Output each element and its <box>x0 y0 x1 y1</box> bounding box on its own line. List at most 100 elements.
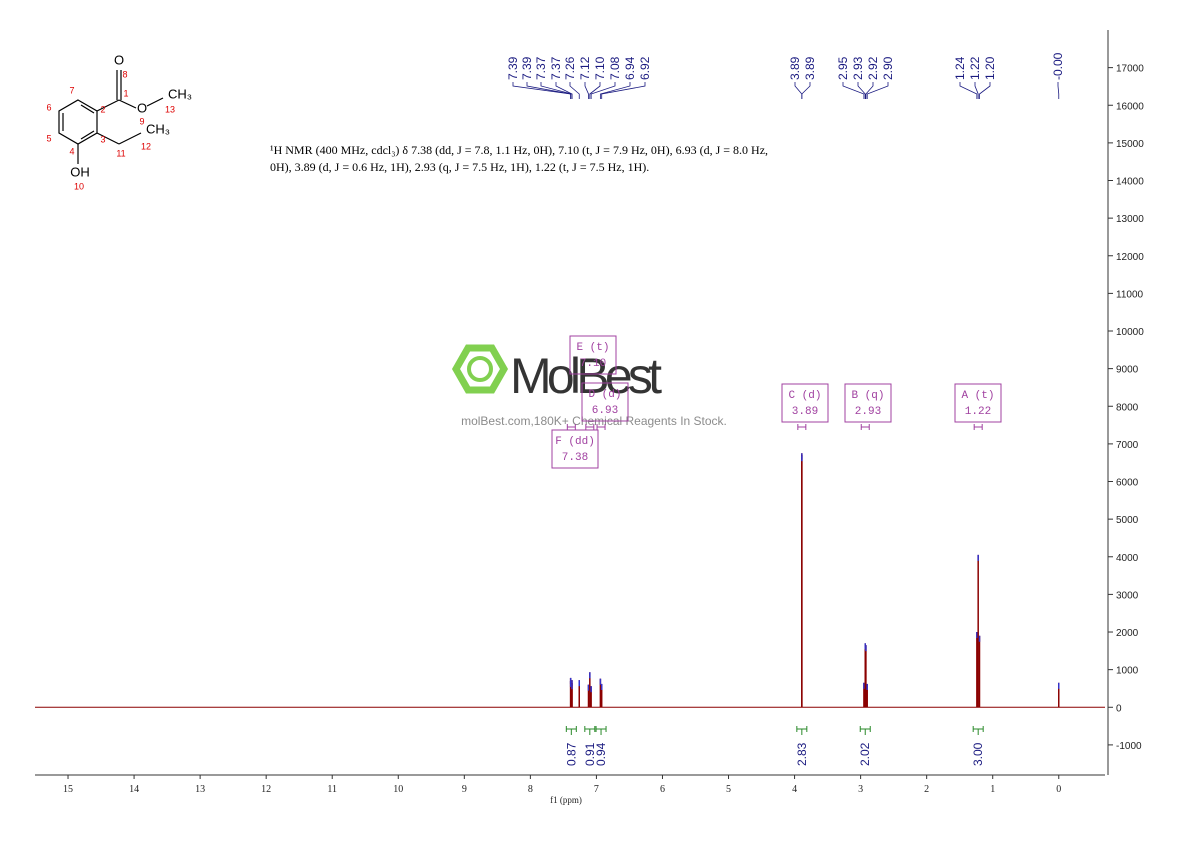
x-tick-label: 8 <box>528 784 533 795</box>
multiplet-shift: 3.89 <box>792 406 818 418</box>
peak-connector <box>794 82 803 99</box>
atom-number: 2 <box>100 104 105 114</box>
peak-connector <box>865 82 874 99</box>
y-tick-label: 12000 <box>1116 252 1144 263</box>
multiplet-marker <box>566 424 576 430</box>
peak-label: 3.89 <box>803 56 817 80</box>
peak-connector <box>526 82 572 99</box>
atom: O <box>137 100 147 115</box>
atom-number: 7 <box>69 85 74 95</box>
x-tick-label: 7 <box>594 784 599 795</box>
x-tick-label: 11 <box>327 784 337 795</box>
integral-label: 0.94 <box>594 742 608 766</box>
bond <box>96 99 120 112</box>
y-tick-label: 8000 <box>1116 402 1139 413</box>
peak-label: 1.20 <box>983 56 997 80</box>
peak-label: 2.93 <box>851 56 865 80</box>
x-tick-label: 6 <box>660 784 665 795</box>
peak-label: 7.37 <box>534 56 548 80</box>
integral-label: 2.83 <box>795 742 809 766</box>
ring <box>58 99 98 145</box>
watermark: MolBest molBest.com,180K+ Chemical Reage… <box>451 344 727 428</box>
multiplet-shift: 2.93 <box>855 406 881 418</box>
x-tick-label: 1 <box>990 784 995 795</box>
bond <box>118 99 137 109</box>
atom-number: 11 <box>116 148 125 158</box>
y-tick-label: 7000 <box>1116 440 1139 451</box>
y-tick-label: 11000 <box>1116 289 1144 300</box>
bond <box>96 132 120 145</box>
y-tick-label: 15000 <box>1116 139 1144 150</box>
multiplet-shift: 6.93 <box>592 405 618 417</box>
description: 0H), 3.89 (d, J = 0.6 Hz, 1H), 2.93 (q, … <box>270 160 649 174</box>
integral <box>972 726 984 735</box>
x-axis-label: f1 (ppm) <box>550 795 582 805</box>
integral-label: 0.87 <box>564 742 578 766</box>
logo-icon <box>467 356 493 382</box>
y-tick-label: 2000 <box>1116 628 1139 639</box>
multiplet-box <box>781 383 829 423</box>
peak-connector <box>512 82 572 99</box>
peak-label: 2.95 <box>836 56 850 80</box>
y-tick-label: 9000 <box>1116 365 1139 376</box>
y-tick-label: 10000 <box>1116 327 1144 338</box>
x-tick-label: 3 <box>858 784 863 795</box>
y-tick-label: 16000 <box>1116 101 1144 112</box>
description: ¹H NMR (400 MHz, cdcl₃) δ 7.38 (dd, J = … <box>270 143 768 157</box>
peak-label: 7.37 <box>549 56 563 80</box>
watermark-logo: MolBest <box>510 348 662 404</box>
peak-connector <box>589 82 601 99</box>
peak-connector <box>1057 82 1060 99</box>
y-tick-label: 6000 <box>1116 478 1139 489</box>
atom-number: 13 <box>165 104 175 114</box>
peak-label: 7.10 <box>593 56 607 80</box>
x-tick-label: 2 <box>924 784 929 795</box>
peak-label: 1.24 <box>953 56 967 80</box>
peak-label: 2.92 <box>866 56 880 80</box>
multiplet-label: E (t) <box>576 342 609 354</box>
atom-number: 10 <box>74 181 84 191</box>
integral-label: 0.91 <box>583 742 597 766</box>
integral <box>796 726 808 735</box>
multiplet-box <box>569 335 617 375</box>
multiplet-label: F (dd) <box>555 436 595 448</box>
multiplet-label: A (t) <box>961 390 994 402</box>
x-tick-label: 12 <box>261 784 271 795</box>
multiplet-marker <box>973 424 983 430</box>
atom-number: 9 <box>139 116 144 126</box>
atom-number: 6 <box>46 102 51 112</box>
atom: OH <box>70 164 90 179</box>
integral <box>859 726 871 735</box>
multiplet-shift: 1.22 <box>965 406 991 418</box>
bond <box>80 104 95 114</box>
atom: O <box>114 52 124 67</box>
integral-label: 2.02 <box>858 742 872 766</box>
multiplet-marker <box>585 424 595 430</box>
atom-number: 12 <box>141 141 151 151</box>
multiplet-marker <box>860 424 870 430</box>
x-tick-label: 14 <box>129 784 139 795</box>
peak-label: 7.08 <box>608 56 622 80</box>
x-tick-label: 4 <box>792 784 797 795</box>
multiplet-box <box>844 383 892 423</box>
peak-label: 2.90 <box>881 56 895 80</box>
y-tick-label: 17000 <box>1116 64 1144 75</box>
x-tick-label: 13 <box>195 784 205 795</box>
peak-connector <box>959 82 978 99</box>
x-tick-label: 10 <box>393 784 403 795</box>
peak-connector <box>569 82 580 99</box>
atom-number: 3 <box>100 134 105 144</box>
integral <box>595 726 607 735</box>
y-tick-label: 4000 <box>1116 553 1139 564</box>
peak-label: 7.12 <box>578 56 592 80</box>
integral <box>565 726 577 735</box>
peak-label: 7.39 <box>506 56 520 80</box>
bond <box>80 130 95 140</box>
x-tick-label: 9 <box>462 784 467 795</box>
bond <box>118 132 142 145</box>
peak-connector <box>842 82 865 99</box>
peak-label: 6.94 <box>623 56 637 80</box>
peak-connector <box>857 82 866 99</box>
peak-connector <box>801 82 811 99</box>
